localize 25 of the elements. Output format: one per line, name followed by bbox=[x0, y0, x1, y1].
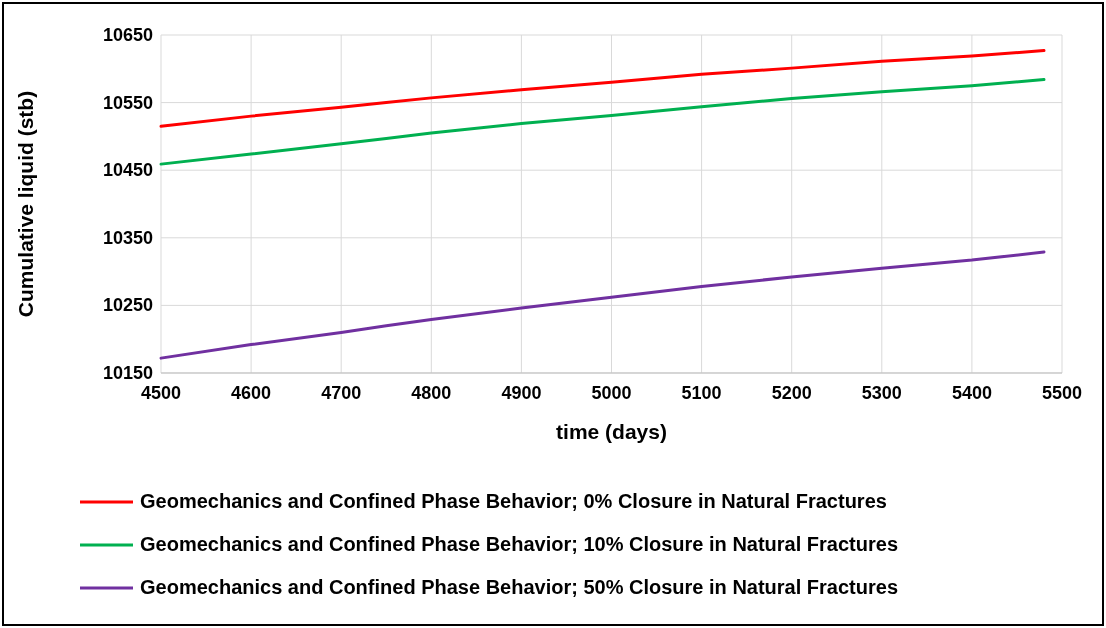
x-tick-label: 5000 bbox=[591, 383, 632, 403]
x-tick-label: 4700 bbox=[321, 383, 362, 403]
x-tick-label: 4500 bbox=[140, 383, 182, 403]
legend-label: Geomechanics and Confined Phase Behavior; 50% Closure in Natural Fractures bbox=[140, 576, 898, 598]
x-tick-label: 4600 bbox=[231, 383, 272, 403]
y-tick-label: 10150 bbox=[102, 363, 153, 383]
x-tick-label: 5500 bbox=[1041, 383, 1083, 403]
x-tick-label: 5400 bbox=[951, 383, 992, 403]
x-tick-label: 5100 bbox=[681, 383, 722, 403]
line-series bbox=[159, 49, 1046, 128]
x-tick-label: 5200 bbox=[771, 383, 812, 403]
y-tick-label: 10350 bbox=[102, 227, 153, 248]
x-tick-label: 4900 bbox=[501, 383, 542, 403]
line-series bbox=[159, 78, 1046, 166]
x-tick-label: 4800 bbox=[411, 383, 452, 403]
legend-label: Geomechanics and Confined Phase Behavior; 10% Closure in Natural Fractures bbox=[140, 533, 898, 555]
y-tick-label: 10250 bbox=[102, 295, 153, 316]
y-tick-label: 10650 bbox=[102, 25, 153, 45]
x-axis-title: time (days) bbox=[556, 420, 667, 443]
y-axis-title: Cumulative liquid (stb) bbox=[14, 90, 37, 318]
line-series bbox=[159, 250, 1046, 360]
legend-label: Geomechanics and Confined Phase Behavior; 0% Closure in Natural Fractures bbox=[140, 490, 887, 512]
y-tick-label: 10450 bbox=[102, 160, 153, 181]
y-tick-label: 10550 bbox=[102, 92, 153, 113]
x-tick-label: 5300 bbox=[861, 383, 902, 403]
